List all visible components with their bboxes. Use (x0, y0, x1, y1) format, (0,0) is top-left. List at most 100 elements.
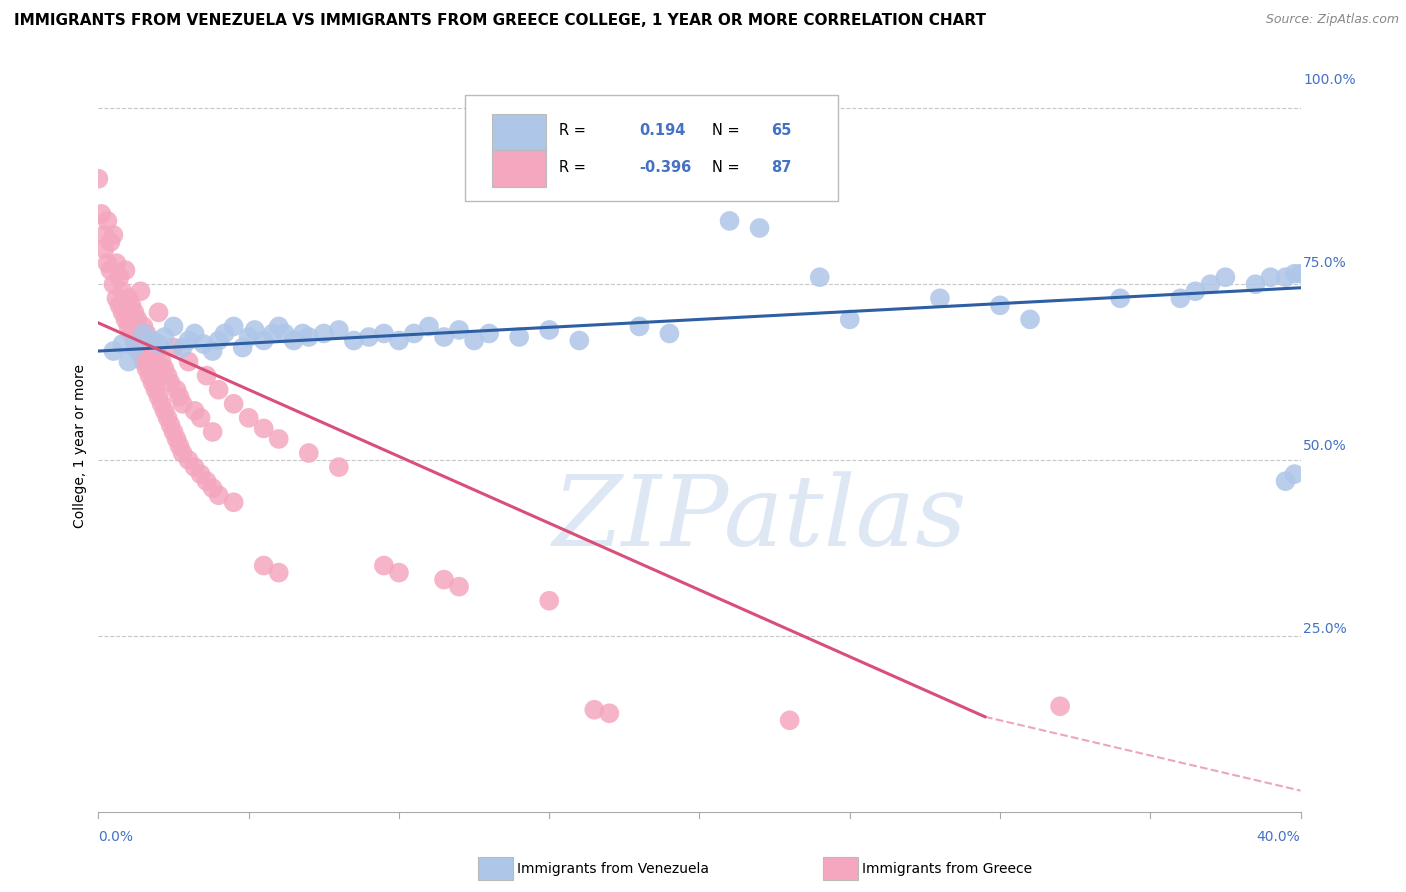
Text: R =: R = (558, 123, 586, 138)
Point (253, 334, 276, 348)
Y-axis label: College, 1 year or more: College, 1 year or more (73, 364, 87, 528)
Point (166, 432, 188, 446)
Point (988, 298, 1011, 312)
Point (208, 383, 231, 397)
Point (135, 326, 157, 341)
Text: 25.0%: 25.0% (1303, 622, 1347, 636)
Point (298, 330, 321, 344)
Point (148, 390, 170, 404)
Text: N =: N = (711, 160, 740, 175)
Point (117, 354, 139, 368)
Point (267, 319, 290, 334)
Point (145, 348, 167, 362)
Point (183, 326, 205, 341)
Text: -0.396: -0.396 (640, 160, 692, 175)
FancyBboxPatch shape (492, 114, 546, 151)
FancyBboxPatch shape (492, 151, 546, 187)
Point (208, 488, 231, 502)
Point (779, 714, 801, 728)
Point (111, 285, 134, 299)
Point (195, 368, 218, 383)
Text: Source: ZipAtlas.com: Source: ZipAtlas.com (1265, 13, 1399, 27)
Text: N =: N = (711, 123, 740, 138)
Point (447, 323, 470, 337)
Point (214, 326, 236, 341)
Point (141, 341, 163, 355)
Point (141, 376, 163, 390)
Point (433, 573, 456, 587)
Point (1215, 270, 1237, 285)
Point (132, 354, 155, 368)
Point (153, 330, 176, 344)
Point (129, 348, 152, 362)
Point (132, 326, 155, 341)
Point (1184, 285, 1206, 299)
Point (150, 354, 173, 368)
Point (298, 446, 321, 460)
Point (312, 326, 335, 341)
Point (583, 703, 606, 717)
Point (388, 566, 411, 580)
Point (568, 334, 591, 348)
Point (111, 337, 134, 351)
Point (93, 227, 115, 242)
Point (141, 334, 163, 348)
Point (232, 341, 254, 355)
Point (929, 291, 952, 305)
Point (628, 319, 651, 334)
Point (1109, 291, 1132, 305)
Point (159, 376, 181, 390)
Point (1274, 474, 1296, 488)
Point (127, 341, 149, 355)
Point (357, 330, 380, 344)
Point (153, 361, 176, 376)
Point (718, 214, 741, 228)
Point (145, 383, 167, 397)
Point (267, 566, 290, 580)
Point (1019, 312, 1042, 326)
Point (117, 319, 139, 334)
Text: 40.0%: 40.0% (1257, 830, 1301, 844)
Point (127, 312, 149, 326)
Point (100, 235, 122, 249)
Point (373, 326, 395, 341)
Point (177, 334, 200, 348)
Text: IMMIGRANTS FROM VENEZUELA VS IMMIGRANTS FROM GREECE COLLEGE, 1 YEAR OR MORE CORR: IMMIGRANTS FROM VENEZUELA VS IMMIGRANTS … (14, 13, 986, 29)
Point (418, 319, 440, 334)
Point (238, 410, 260, 425)
Point (135, 361, 157, 376)
Point (172, 446, 194, 460)
Point (808, 270, 831, 285)
Text: ZIPatlas: ZIPatlas (553, 472, 967, 566)
Point (117, 291, 139, 305)
Point (148, 337, 170, 351)
Point (148, 305, 170, 319)
Point (129, 285, 152, 299)
Point (183, 460, 205, 475)
Point (1289, 267, 1312, 281)
Text: 0.194: 0.194 (640, 123, 686, 138)
Point (105, 291, 128, 305)
Point (105, 256, 128, 270)
Point (100, 263, 122, 277)
Point (172, 397, 194, 411)
Point (658, 326, 681, 341)
Point (156, 410, 179, 425)
Point (1274, 270, 1296, 285)
Point (748, 221, 770, 235)
Point (208, 334, 231, 348)
Point (1284, 467, 1306, 482)
Point (114, 312, 136, 326)
Point (169, 390, 191, 404)
Point (253, 421, 276, 435)
Point (87, 171, 110, 186)
Point (183, 404, 205, 418)
Point (103, 344, 125, 359)
Point (267, 432, 290, 446)
Point (156, 368, 179, 383)
Text: 50.0%: 50.0% (1303, 439, 1347, 453)
Point (373, 558, 395, 573)
Point (274, 326, 297, 341)
Text: 0.0%: 0.0% (98, 830, 134, 844)
Point (283, 334, 305, 348)
